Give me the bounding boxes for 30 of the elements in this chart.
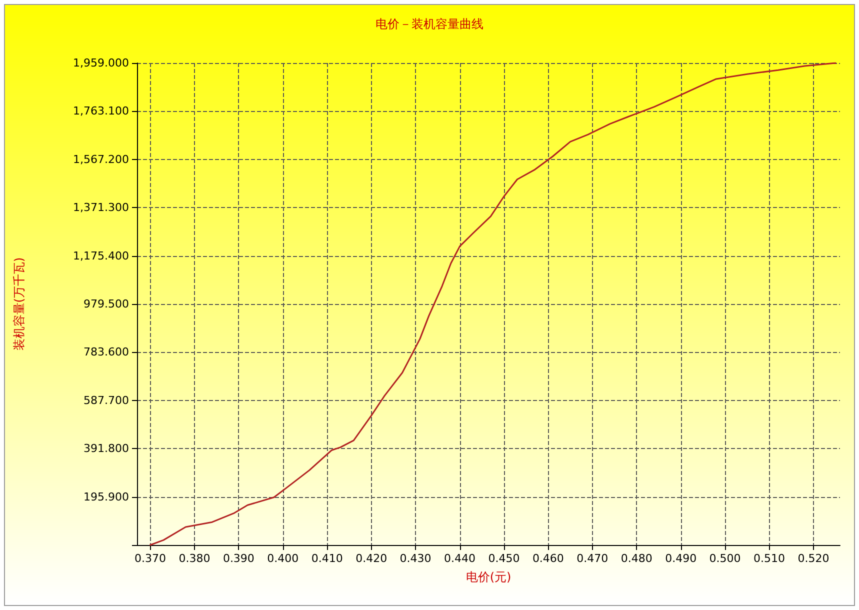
x-tick-label: 0.410 [311, 552, 343, 565]
x-tick-label: 0.500 [709, 552, 741, 565]
chart-title: 电价－装机容量曲线 [376, 17, 484, 31]
x-tick-label: 0.400 [267, 552, 299, 565]
x-tick-label: 0.380 [178, 552, 210, 565]
x-tick-label: 0.460 [532, 552, 564, 565]
y-tick-label: 1,371.300 [73, 201, 129, 214]
y-tick-label: 783.600 [84, 346, 129, 359]
y-tick-label: 1,567.200 [73, 152, 129, 166]
x-tick-label: 0.510 [754, 552, 786, 565]
y-tick-label: 1,175.400 [73, 249, 129, 262]
x-tick-label: 0.450 [488, 552, 520, 565]
x-tick-label: 0.440 [444, 552, 476, 565]
x-tick-label: 0.390 [222, 552, 254, 565]
x-tick-label: 0.480 [620, 552, 652, 565]
x-tick-label: 0.470 [576, 552, 608, 565]
y-tick-label: 979.500 [84, 298, 129, 310]
x-tick-label: 0.430 [400, 552, 432, 565]
x-tick-label: 0.370 [134, 552, 166, 565]
y-axis-title: 装机容量(万千瓦) [12, 257, 26, 351]
x-axis-title: 电价(元) [466, 570, 512, 584]
y-tick-label: 1,959.000 [73, 56, 129, 70]
y-tick-label: 587.700 [84, 394, 129, 407]
y-tick-label: 195.900 [84, 490, 129, 504]
y-tick-label: 391.800 [84, 442, 129, 456]
x-tick-label: 0.420 [356, 552, 388, 565]
line-series [150, 62, 836, 546]
y-tick-label: 1,763.100 [73, 104, 129, 118]
x-tick-label: 0.490 [665, 552, 697, 565]
x-tick-label: 0.520 [798, 552, 830, 565]
